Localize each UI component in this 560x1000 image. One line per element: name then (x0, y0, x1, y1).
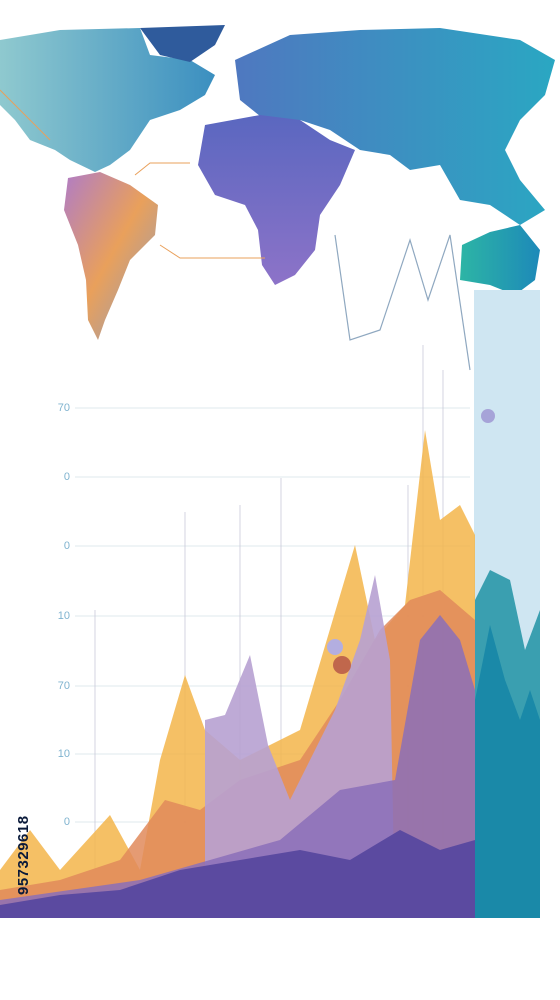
axis-label: 0 (64, 540, 70, 552)
stock-id: 957329618 (15, 815, 32, 895)
world-map (0, 25, 555, 371)
south-america (64, 172, 158, 340)
area-indigo (0, 830, 475, 918)
callout-line (0, 89, 265, 259)
axis-label: 10 (58, 610, 70, 622)
greenland (140, 25, 225, 62)
area-purple (0, 615, 475, 918)
australia (460, 225, 540, 295)
eurasia (235, 28, 555, 225)
areas (0, 409, 540, 918)
axis-label: 70 (58, 680, 70, 692)
dot (327, 639, 343, 655)
axis-label: 10 (58, 748, 70, 760)
axis-labels: 70 0 0 10 70 10 0 (58, 402, 70, 828)
axis-label: 70 (58, 402, 70, 414)
area-darkteal (475, 625, 540, 918)
axis-label: 0 (64, 471, 70, 483)
north-america (0, 28, 215, 172)
africa (198, 115, 355, 285)
dot (333, 656, 351, 674)
dot (481, 409, 495, 423)
axis-label: 0 (64, 816, 70, 828)
map-line (334, 234, 471, 371)
